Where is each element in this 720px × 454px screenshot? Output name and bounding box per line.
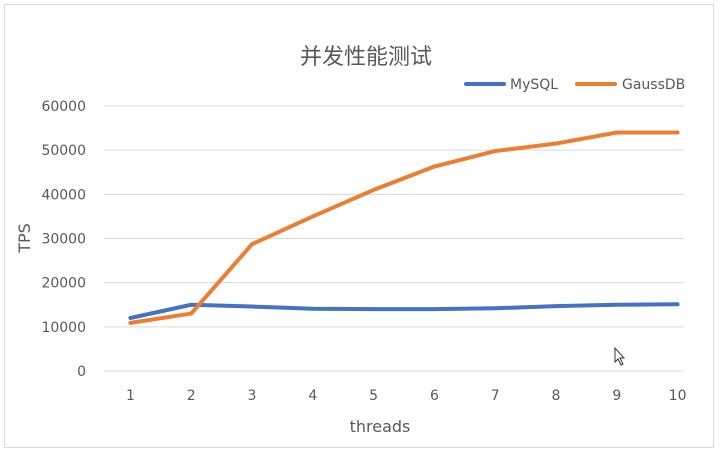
y-tick-labels: 0 10000 20000 30000 40000 50000 60000 bbox=[41, 99, 86, 380]
x-tick-label: 8 bbox=[552, 388, 561, 404]
mouse-cursor-icon bbox=[614, 346, 626, 366]
x-tick-label: 1 bbox=[126, 388, 135, 404]
series-lines bbox=[128, 130, 680, 325]
y-axis-label: TPS bbox=[15, 223, 34, 254]
legend-label: MySQL bbox=[510, 77, 558, 93]
legend-label: GaussDB bbox=[622, 77, 685, 93]
y-tick-label: 0 bbox=[77, 364, 86, 380]
y-tick-label: 50000 bbox=[41, 143, 86, 159]
x-axis-label: threads bbox=[350, 417, 411, 436]
legend: MySQL GaussDB bbox=[464, 77, 685, 93]
y-tick-label: 40000 bbox=[41, 187, 86, 203]
y-tick-label: 60000 bbox=[41, 99, 86, 115]
y-tick-label: 30000 bbox=[41, 232, 86, 248]
x-tick-label: 2 bbox=[187, 388, 196, 404]
x-tick-label: 9 bbox=[612, 388, 621, 404]
series-line-gaussdb bbox=[128, 130, 680, 325]
x-tick-label: 10 bbox=[669, 388, 687, 404]
gridlines bbox=[104, 105, 684, 372]
x-tick-label: 6 bbox=[430, 388, 439, 404]
x-tick-label: 5 bbox=[369, 388, 378, 404]
x-tick-label: 4 bbox=[308, 388, 317, 404]
x-tick-label: 3 bbox=[248, 388, 257, 404]
chart-title: 并发性能测试 bbox=[300, 45, 432, 70]
y-tick-label: 20000 bbox=[41, 276, 86, 292]
series-line-mysql bbox=[128, 302, 680, 320]
chart-frame bbox=[4, 4, 714, 448]
x-tick-label: 7 bbox=[491, 388, 500, 404]
y-tick-label: 10000 bbox=[41, 320, 86, 336]
x-tick-labels: 1 2 3 4 5 6 7 8 9 10 bbox=[126, 388, 687, 404]
